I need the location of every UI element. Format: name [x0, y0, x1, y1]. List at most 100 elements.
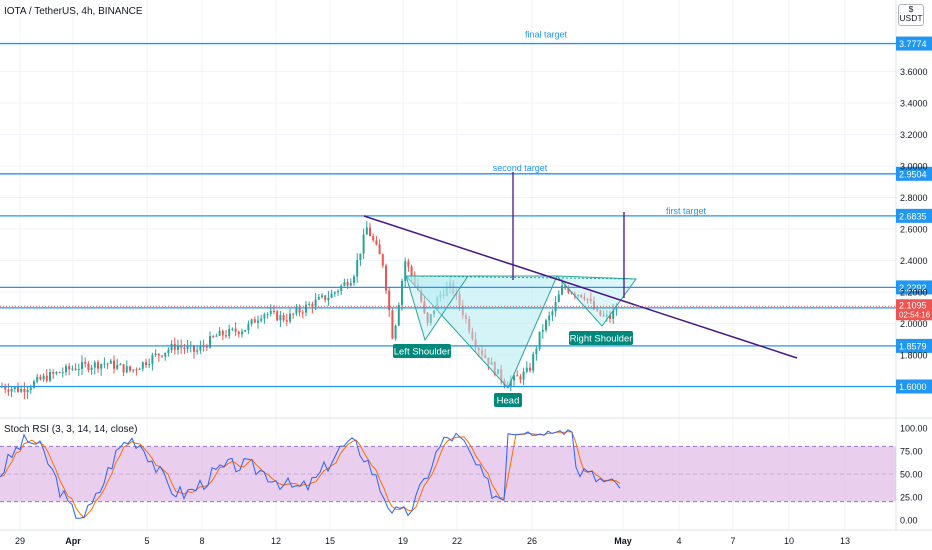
candle-body [17, 387, 19, 392]
candle [362, 228, 365, 259]
candle-body [7, 389, 10, 392]
candle-body [602, 315, 605, 317]
candle-body [529, 367, 531, 371]
candle [365, 220, 368, 235]
candle [132, 369, 135, 374]
candle [333, 291, 336, 297]
candle-body [129, 366, 131, 371]
candle [49, 368, 51, 383]
candle-body [45, 375, 48, 381]
candle [13, 386, 16, 393]
candle-body [301, 312, 304, 314]
candle [17, 382, 19, 393]
candle-body [346, 282, 349, 286]
candle-body [426, 312, 429, 323]
candle-body [369, 227, 371, 237]
candle [285, 313, 288, 326]
candle [55, 371, 58, 376]
candle-body [343, 282, 346, 286]
candle-body [151, 355, 154, 364]
candle [532, 351, 535, 374]
candle-body [247, 323, 250, 331]
candle [180, 339, 183, 354]
candle-body [522, 371, 525, 380]
candle [394, 324, 397, 341]
level-annotation: final target [525, 30, 568, 40]
left-shoulder-label-bg [393, 344, 451, 358]
candle [199, 340, 202, 354]
candle-body [212, 336, 215, 338]
candle-body [183, 347, 186, 349]
candle-body [509, 380, 512, 387]
candle [250, 318, 253, 327]
currency-button[interactable]: $ USDT [898, 4, 924, 26]
candle [23, 382, 26, 400]
candle [289, 308, 291, 324]
candle-body [113, 360, 115, 369]
candle-body [225, 335, 227, 337]
candle-body [535, 348, 538, 355]
candle-body [58, 372, 61, 374]
candle [429, 313, 432, 326]
candle-body [231, 328, 234, 330]
candle-body [205, 346, 208, 348]
candle-body [263, 314, 266, 319]
candle [369, 223, 371, 237]
candle [305, 301, 307, 317]
candle-body [532, 354, 535, 371]
time-tick-label: 19 [398, 536, 408, 546]
candle-body [388, 290, 391, 311]
symbol-title: IOTA / TetherUS, 4h, BINANCE [4, 6, 143, 17]
candle-body [577, 294, 579, 296]
candle [327, 290, 330, 306]
price-tick-label: 1.8000 [900, 351, 928, 361]
candle-body [52, 372, 55, 374]
candle-body [276, 311, 279, 321]
level-tag [896, 166, 932, 181]
candle-body [551, 311, 554, 316]
candle-body [29, 387, 32, 390]
candle [385, 263, 387, 295]
candle [375, 236, 378, 246]
candle [103, 357, 106, 369]
level-tag-text: 3.7774 [899, 39, 927, 49]
candle [295, 304, 298, 317]
candle [583, 293, 586, 302]
head-label: Head [494, 393, 522, 407]
candle-body [65, 365, 67, 373]
candle-body [84, 361, 87, 364]
right-shoulder-label: Right Shoulder [569, 331, 633, 345]
candle [330, 289, 333, 299]
candle-body [257, 320, 259, 323]
candle [119, 363, 122, 366]
candle-body [180, 346, 183, 348]
time-tick-label: 29 [15, 536, 25, 546]
candle [292, 312, 295, 319]
price-tick-label: 3.4000 [900, 99, 928, 109]
rsi-tick-label: 50.00 [900, 470, 923, 480]
candle-body [177, 346, 179, 350]
candle-body [61, 372, 64, 374]
candle-body [298, 308, 301, 313]
level-tag [896, 280, 932, 295]
candle-body [378, 244, 381, 255]
candle-body [209, 336, 211, 348]
candle-body [13, 387, 16, 390]
candle-body [234, 328, 237, 332]
candle [100, 363, 103, 376]
candle-body [615, 309, 618, 311]
candle [231, 327, 234, 332]
candle [45, 369, 48, 383]
candle-body [420, 290, 423, 302]
candle-body [106, 363, 109, 365]
candle [349, 278, 352, 287]
candle [276, 309, 279, 322]
candle-body [68, 365, 71, 370]
head-pattern [404, 275, 558, 389]
candle [167, 347, 170, 357]
candle-body [260, 318, 263, 321]
candle [321, 292, 323, 299]
candle-body [218, 330, 221, 336]
